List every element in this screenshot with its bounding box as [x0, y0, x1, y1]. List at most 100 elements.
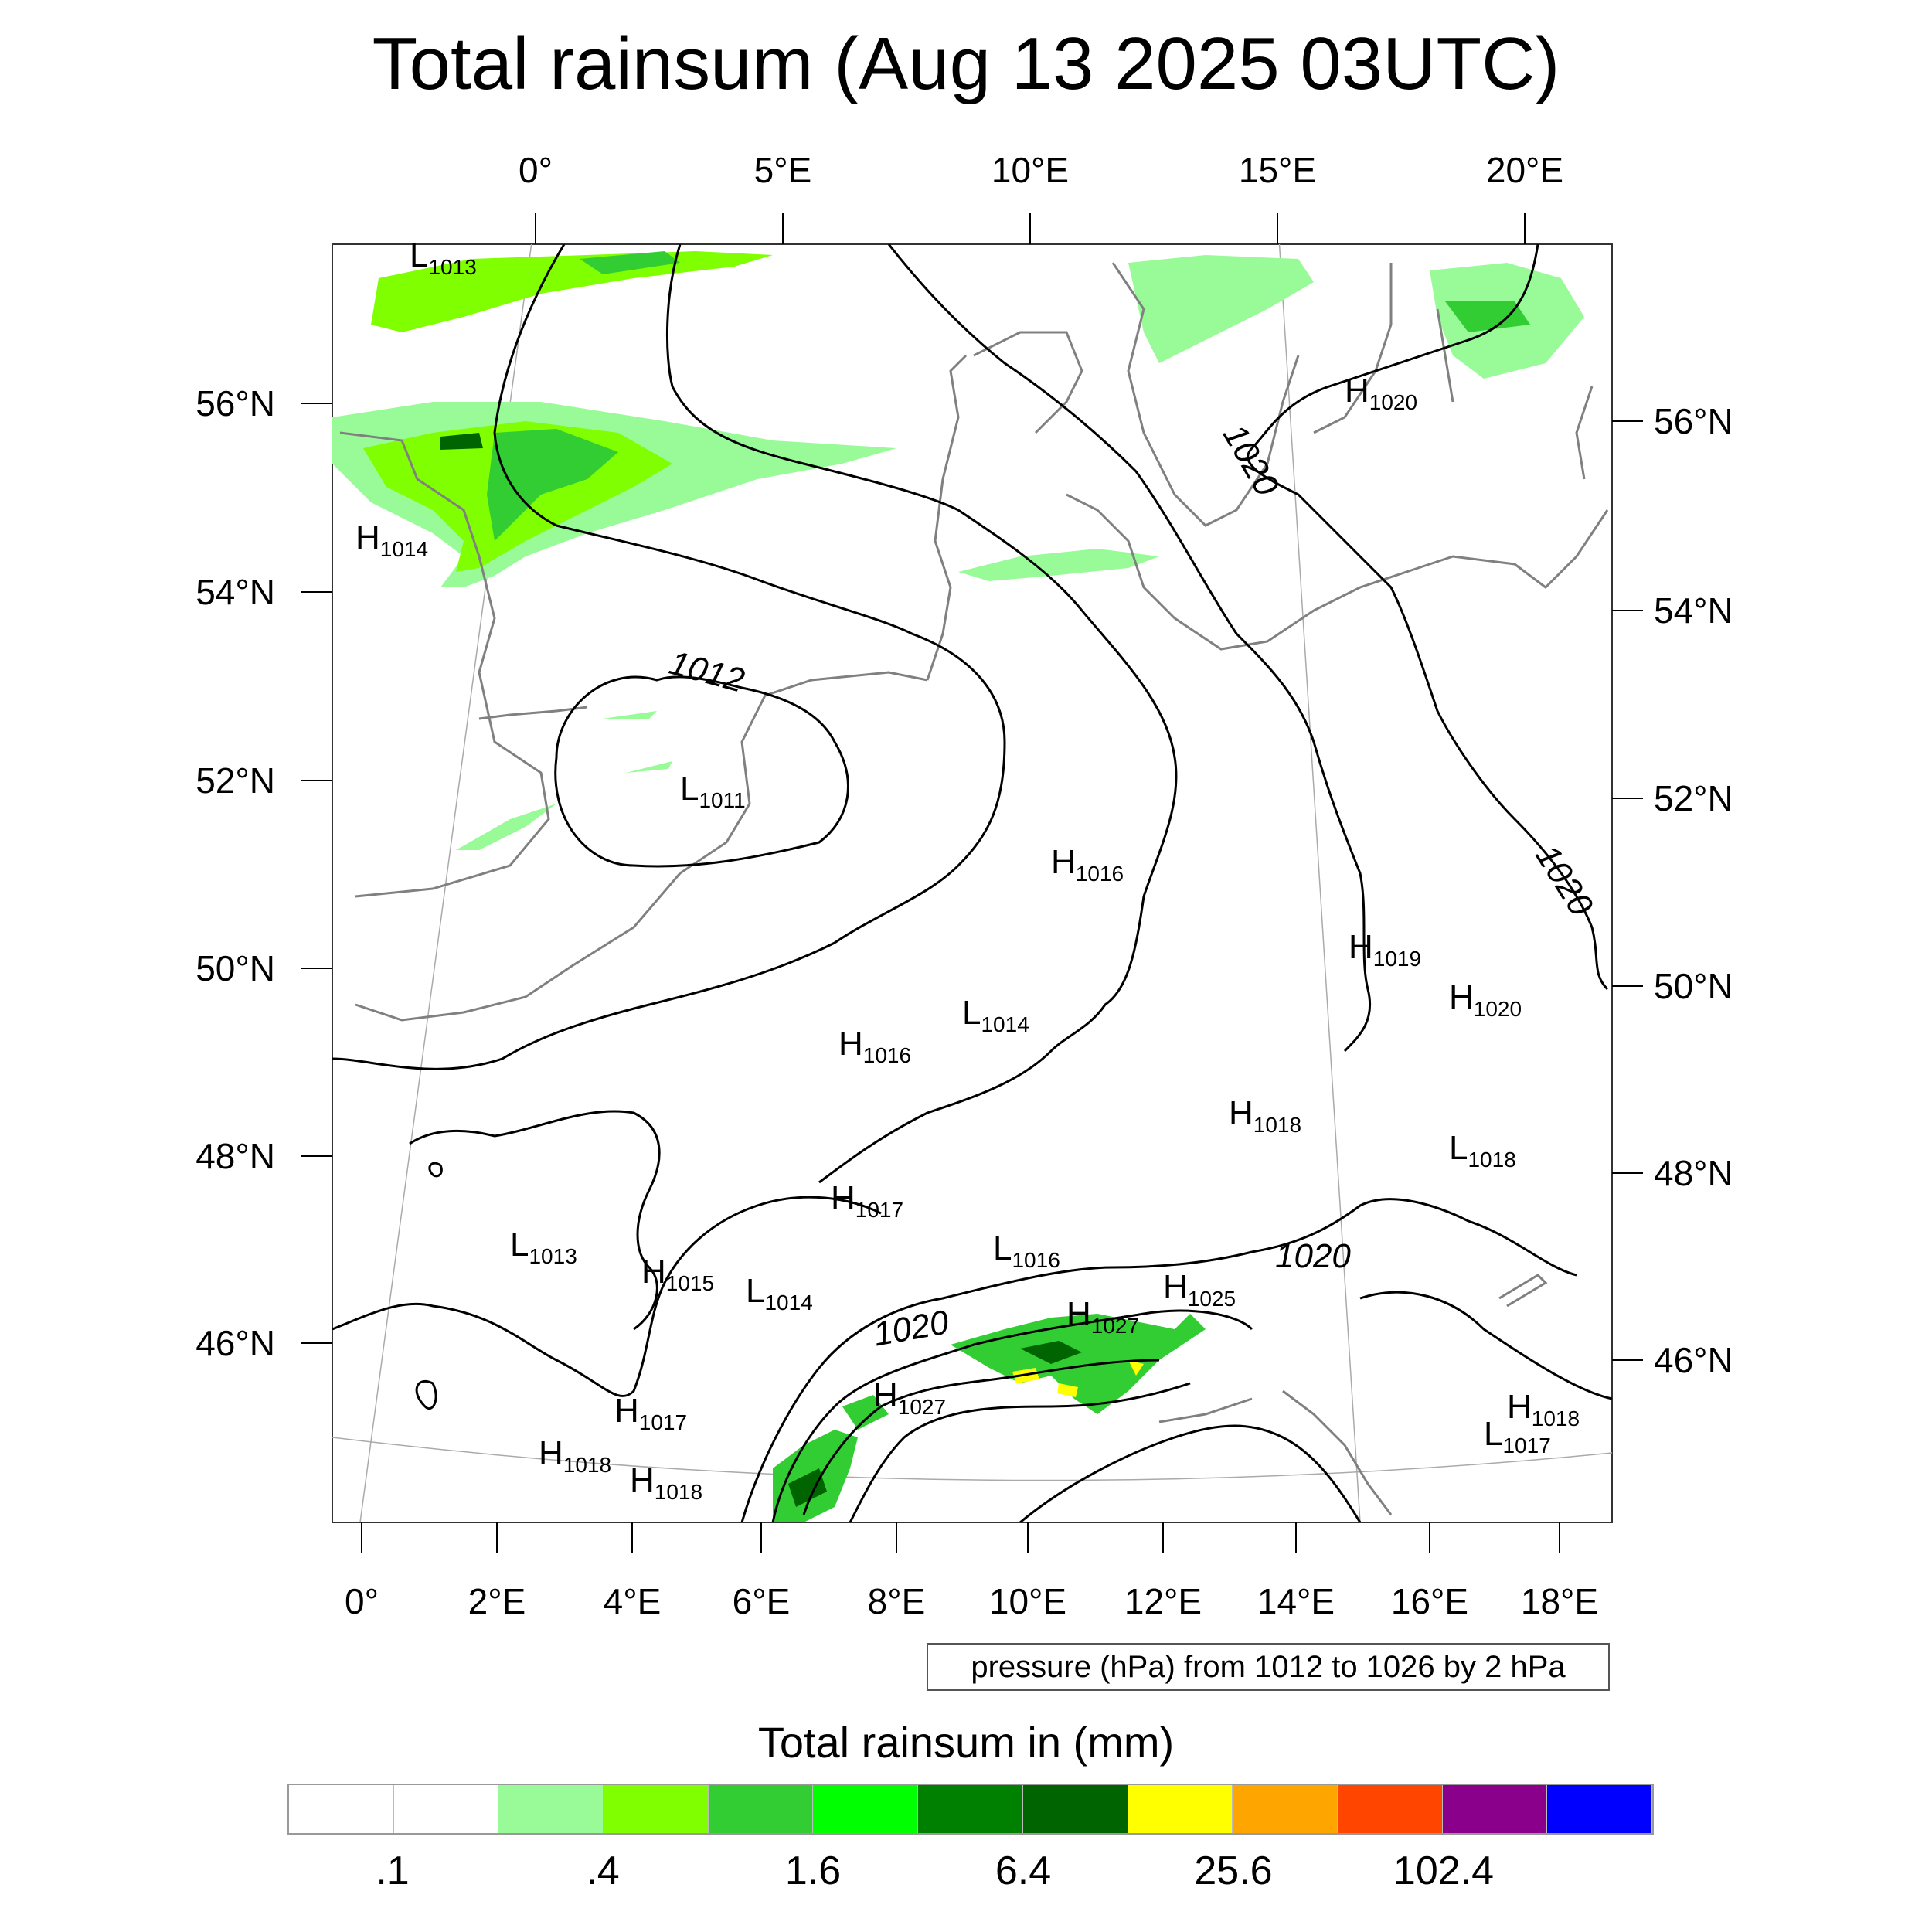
isobars [332, 244, 1612, 1522]
isobar-east-b [887, 244, 1372, 1053]
rain-area-alps-yellow [1012, 1360, 1144, 1397]
high-center: H1014 [355, 519, 428, 561]
colorbar-box [1233, 1785, 1338, 1833]
right-lat-label: 50°N [1654, 966, 1733, 1006]
rain-area-channel-b [626, 761, 672, 773]
colorbar-box [1547, 1785, 1652, 1833]
low-center: L1018 [1449, 1129, 1516, 1172]
rain-areas [332, 251, 1584, 1522]
rain-area-north-sea-dark [440, 433, 483, 450]
colorbar-title: Total rainsum in (mm) [757, 1718, 1175, 1767]
left-lat-label: 54°N [196, 572, 275, 612]
colorbar-label: 6.4 [995, 1849, 1052, 1893]
high-center: H1018 [1229, 1094, 1301, 1137]
colorbar-box [393, 1785, 499, 1833]
rain-area-alps-dark [1020, 1341, 1082, 1364]
isobar-south-west [332, 1196, 882, 1397]
isobar-label: 1020 [1275, 1237, 1351, 1275]
colorbar-box [498, 1785, 604, 1833]
coastlines [339, 262, 1609, 1515]
bottom-lon-label: 10°E [989, 1581, 1066, 1621]
rain-area-gotland-core [1445, 301, 1530, 332]
colorbar-label: .4 [586, 1849, 620, 1893]
high-center: H1018 [539, 1434, 611, 1477]
colorbar-label: 102.4 [1393, 1849, 1495, 1893]
right-lat-label: 54°N [1654, 590, 1733, 631]
colorbar-label: 25.6 [1194, 1849, 1273, 1893]
rain-area-north-sea-inner [487, 429, 618, 541]
right-lat-label: 56°N [1654, 401, 1733, 441]
isobar-alps-2 [771, 1309, 1253, 1522]
low-center: L1014 [962, 994, 1029, 1036]
high-center: H1015 [641, 1253, 714, 1295]
rain-area-alps-west-dark [788, 1468, 827, 1507]
rain-area-channel-a [603, 711, 657, 719]
isobar-alps-3 [802, 1359, 1160, 1515]
high-center: H1016 [1051, 843, 1124, 886]
right-lat-label: 48°N [1654, 1153, 1733, 1193]
high-center: H1020 [1449, 978, 1522, 1021]
colorbar-box [604, 1785, 709, 1833]
isobar-alps-1 [740, 1198, 1577, 1522]
colorbar-box [1442, 1785, 1548, 1833]
colorbar-box [918, 1785, 1023, 1833]
low-center: L1014 [746, 1272, 813, 1315]
high-center: H1016 [838, 1025, 911, 1067]
colorbar-box [813, 1785, 919, 1833]
left-lat-label: 46°N [196, 1323, 275, 1363]
bottom-lon-label: 4°E [604, 1581, 662, 1621]
top-lon-label: 15°E [1239, 150, 1316, 190]
high-center: H1020 [1345, 372, 1417, 414]
bottom-lon-label: 18°E [1521, 1581, 1598, 1621]
bottom-lon-label: 16°E [1391, 1581, 1468, 1621]
isobar-south-france [409, 1110, 661, 1331]
colorbar-box [1022, 1785, 1128, 1833]
pressure-contour-note: pressure (hPa) from 1012 to 1026 by 2 hP… [927, 1643, 1610, 1691]
high-center: H1027 [1066, 1295, 1139, 1338]
low-center: L1011 [680, 770, 746, 812]
bottom-lon-label: 14°E [1257, 1581, 1335, 1621]
right-lat-label: 52°N [1654, 778, 1733, 818]
low-center: L1013 [510, 1226, 577, 1268]
isobar-north-a [332, 244, 1006, 1070]
rain-area-sweden [1128, 255, 1314, 363]
colorbar-box [708, 1785, 814, 1833]
colorbar-label: 1.6 [784, 1849, 842, 1893]
low-center: L1013 [410, 236, 477, 279]
colorbar [287, 1784, 1654, 1835]
isobar-italy [1019, 1424, 1362, 1522]
top-lon-label: 5°E [754, 150, 812, 190]
right-lat-label: 46°N [1654, 1340, 1733, 1380]
bottom-lon-label: 12°E [1124, 1581, 1202, 1621]
left-lat-label: 48°N [196, 1136, 275, 1176]
bottom-lon-label: 8°E [868, 1581, 926, 1621]
axis-ticks [301, 213, 1643, 1553]
isobar-east-south [1359, 1291, 1612, 1400]
bottom-lon-label: 2°E [468, 1581, 526, 1621]
left-lat-label: 50°N [196, 948, 275, 988]
low-center: L1016 [993, 1230, 1060, 1272]
chart-title: Total rainsum (Aug 13 2025 03UTC) [372, 22, 1560, 105]
colorbar-box [1337, 1785, 1443, 1833]
rain-area-alps-small [842, 1395, 889, 1430]
rain-area-baltic [958, 549, 1159, 581]
pressure-centers: L1013 H1020 H1014 L1011 H1016 H1019 H102… [355, 236, 1580, 1504]
top-lon-label: 10°E [992, 150, 1069, 190]
isobar-east-1020 [1247, 244, 1609, 991]
left-lat-label: 56°N [196, 383, 275, 423]
top-lon-label: 20°E [1486, 150, 1563, 190]
rain-area-alps-central [951, 1314, 1206, 1414]
high-center: H1017 [831, 1179, 903, 1222]
high-center: H1018 [1507, 1388, 1580, 1430]
colorbar-box [1128, 1785, 1233, 1833]
isobar-1012-loop [554, 675, 849, 868]
isobar-north-b [665, 244, 1178, 1184]
high-center: H1025 [1163, 1268, 1236, 1311]
colorbar-label: .1 [376, 1849, 410, 1893]
isobar-alps-4 [849, 1382, 1191, 1522]
high-center: H1018 [630, 1461, 702, 1504]
bottom-lon-label: 6°E [733, 1581, 791, 1621]
bottom-lon-label: 0° [345, 1581, 379, 1621]
rain-area-skagerrak-dark [580, 251, 680, 274]
